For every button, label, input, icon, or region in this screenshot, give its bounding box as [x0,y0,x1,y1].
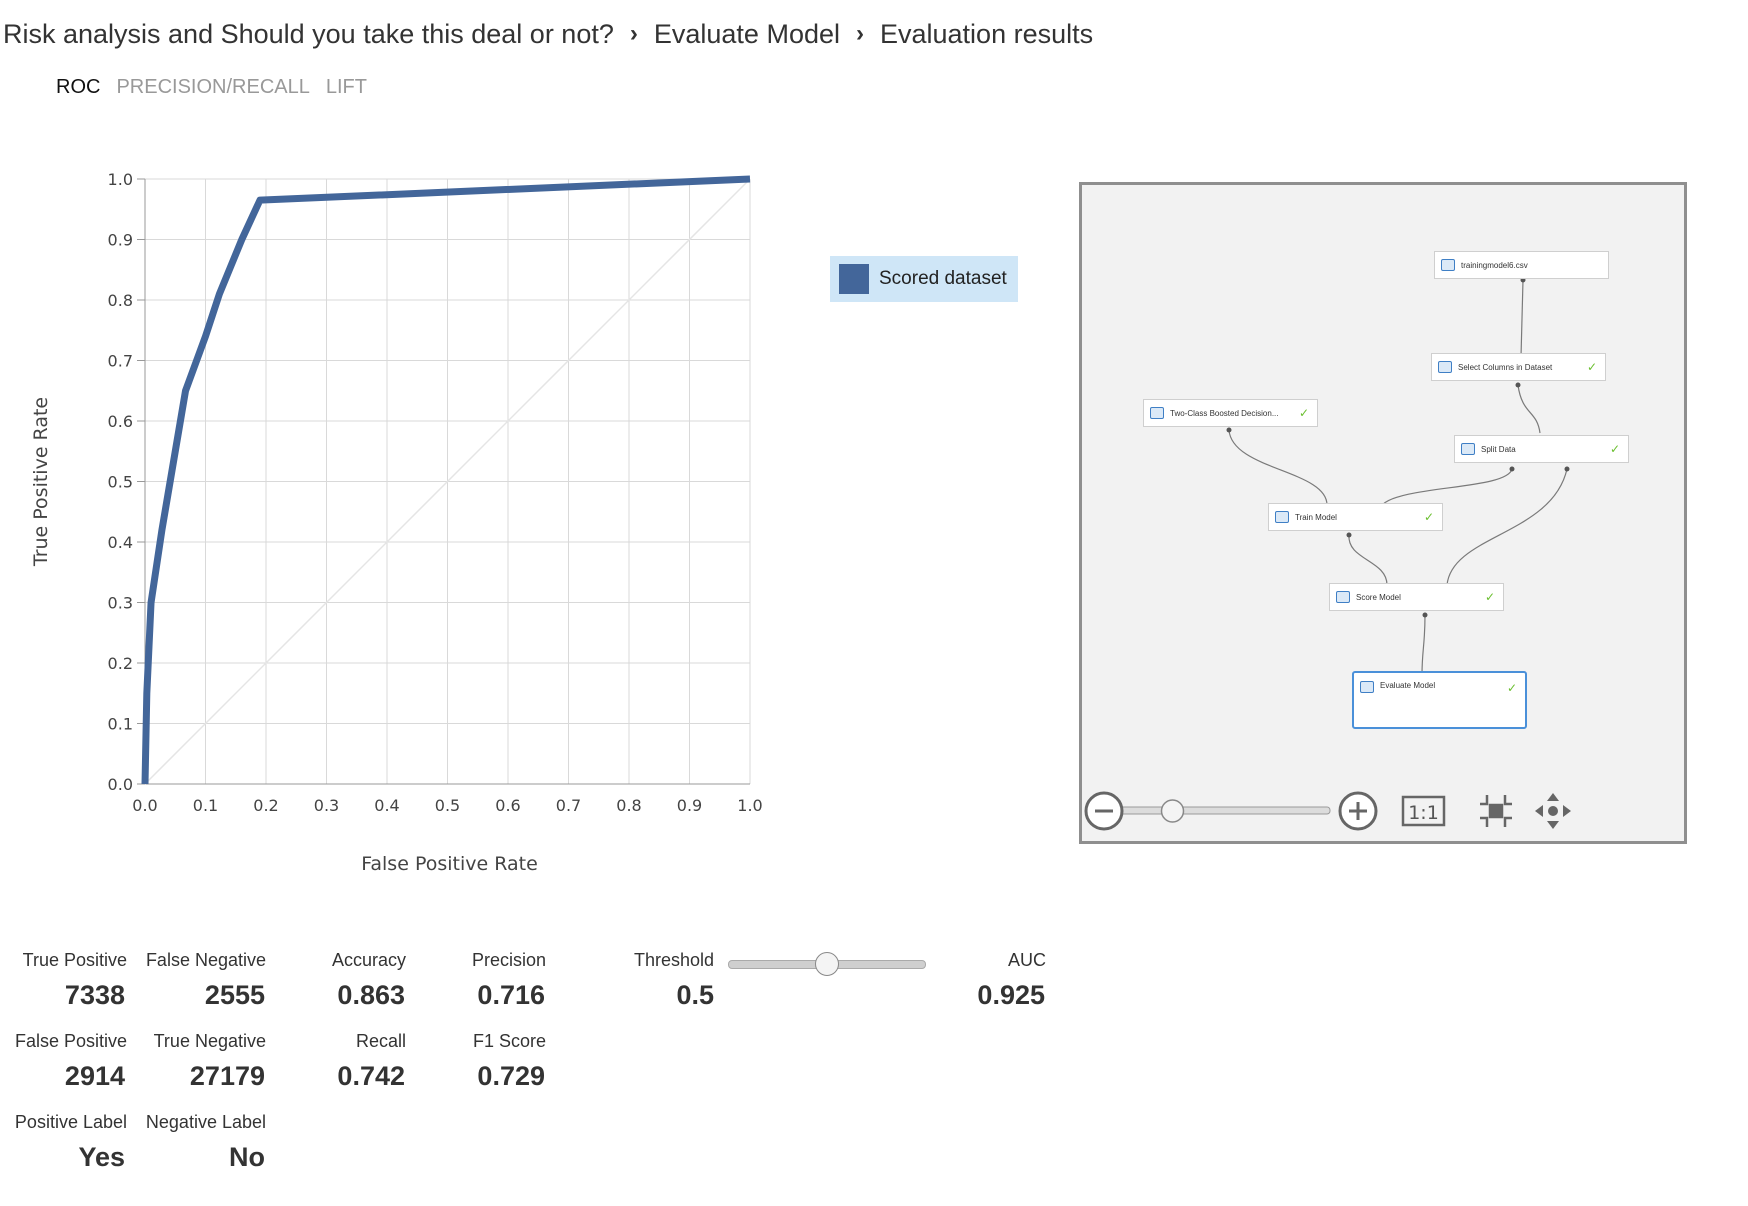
graph-node-split-data[interactable]: Split Data ✓ [1454,435,1629,463]
breadcrumb: Risk analysis and Should you take this d… [3,14,1093,54]
y-tick-label: 0.0 [108,775,133,794]
legend-label: Scored dataset [879,268,1007,289]
y-axis-title: True Positive Rate [30,397,52,567]
x-tick-label: 0.8 [616,796,641,815]
zoom-slider-track[interactable] [1119,806,1331,815]
y-tick-label: 0.6 [108,412,133,431]
legend-swatch [839,264,869,294]
x-tick-label: 0.6 [495,796,520,815]
precision-value: 0.716 [477,980,545,1010]
roc-chart: 0.0 0.1 0.2 0.3 0.4 0.5 0.6 0.7 0.8 0.9 1.0 0.0 0.1 0… [30,170,763,875]
y-tick-label: 1.0 [108,170,133,189]
actual-size-label: 1:1 [1408,802,1439,824]
graph-node-train-model[interactable]: Train Model ✓ [1268,503,1443,531]
module-icon [1360,681,1374,693]
breadcrumb-current: Evaluation results [880,18,1094,49]
x-tick-label: 0.5 [435,796,460,815]
y-tick-label: 0.1 [108,715,133,734]
module-icon [1336,591,1350,603]
zoom-out-icon[interactable] [1084,791,1124,831]
f1-score-label: F1 Score [472,1031,546,1051]
x-tick-label: 0.9 [677,796,702,815]
module-icon [1461,443,1475,455]
false-positive-value: 2914 [64,1061,125,1091]
check-icon: ✓ [1506,681,1517,695]
threshold-value: 0.5 [676,980,714,1010]
graph-node-score-model[interactable]: Score Model ✓ [1329,583,1504,611]
check-icon: ✓ [1423,510,1434,524]
y-tick-label: 0.8 [108,291,133,310]
breadcrumb-module[interactable]: Evaluate Model [653,18,840,49]
auc-label: AUC [1007,950,1046,970]
y-tick-label: 0.9 [108,231,133,250]
graph-node-select-columns[interactable]: Select Columns in Dataset ✓ [1431,353,1606,381]
check-icon: ✓ [1586,360,1597,374]
chart-legend: Scored dataset [830,256,1018,302]
y-tick-label: 0.2 [108,654,133,673]
tab-precision-recall[interactable]: PRECISION/RECALL [116,76,310,98]
diagonal-reference-line [144,178,751,785]
positive-label-value: Yes [78,1142,125,1172]
x-tick-label: 1.0 [737,796,762,815]
experiment-graph-minimap[interactable]: trainingmodel6.csv Select Columns in Dat… [1079,182,1687,844]
threshold-slider-thumb[interactable] [815,952,839,976]
threshold-label: Threshold [633,950,714,970]
recall-label: Recall [355,1031,406,1051]
check-icon: ✓ [1298,406,1309,420]
x-tick-label: 0.1 [193,796,218,815]
check-icon: ✓ [1609,442,1620,456]
x-tick-label: 0.2 [253,796,278,815]
recall-value: 0.742 [337,1061,405,1091]
y-tick-label: 0.5 [108,473,133,492]
false-negative-value: 2555 [204,980,265,1010]
y-tick-label: 0.4 [108,533,133,552]
negative-label-label: Negative Label [145,1112,266,1132]
graph-node-evaluate-model[interactable]: Evaluate Model ✓ [1352,671,1527,729]
roc-curve-line [141,175,751,785]
chart-tabs: ROC PRECISION/RECALL LIFT [56,76,367,99]
module-icon [1275,511,1289,523]
true-positive-value: 7338 [64,980,125,1010]
negative-label-value: No [229,1142,265,1172]
accuracy-value: 0.863 [337,980,405,1010]
x-tick-label: 0.4 [374,796,399,815]
true-positive-label: True Positive [22,950,127,970]
x-tick-label: 0.7 [556,796,581,815]
tab-lift[interactable]: LIFT [325,76,367,98]
actual-size-icon[interactable]: 1:1 [1401,795,1446,827]
breadcrumb-separator-icon: › [629,20,638,47]
y-tick-label: 0.3 [108,594,133,613]
graph-node-dataset[interactable]: trainingmodel6.csv [1434,251,1609,279]
dataset-icon [1441,259,1455,271]
x-tick-label: 0.0 [132,796,157,815]
accuracy-label: Accuracy [331,950,406,970]
zoom-slider-thumb[interactable] [1160,799,1185,823]
module-icon [1150,407,1164,419]
breadcrumb-experiment[interactable]: Risk analysis and Should you take this d… [3,18,614,49]
graph-node-boosted-tree[interactable]: Two-Class Boosted Decision... ✓ [1143,399,1318,427]
false-positive-label: False Positive [14,1031,127,1051]
positive-label-label: Positive Label [14,1112,127,1132]
f1-score-value: 0.729 [477,1061,545,1091]
true-negative-value: 27179 [189,1061,265,1091]
zoom-controls: 1:1 [1084,791,1571,831]
pan-icon[interactable] [1535,793,1571,829]
tab-roc[interactable]: ROC [56,76,101,98]
true-negative-label: True Negative [153,1031,266,1051]
module-icon [1438,361,1452,373]
breadcrumb-separator-icon: › [856,20,864,47]
graph-connectors [1226,277,1570,676]
auc-value: 0.925 [977,980,1045,1010]
false-negative-label: False Negative [145,950,266,970]
x-axis-title: False Positive Rate [361,853,538,875]
check-icon: ✓ [1484,590,1495,604]
precision-label: Precision [471,950,546,970]
x-tick-label: 0.3 [314,796,339,815]
y-tick-label: 0.7 [108,352,133,371]
zoom-in-icon[interactable] [1338,791,1378,831]
fit-to-screen-icon[interactable] [1480,795,1512,827]
